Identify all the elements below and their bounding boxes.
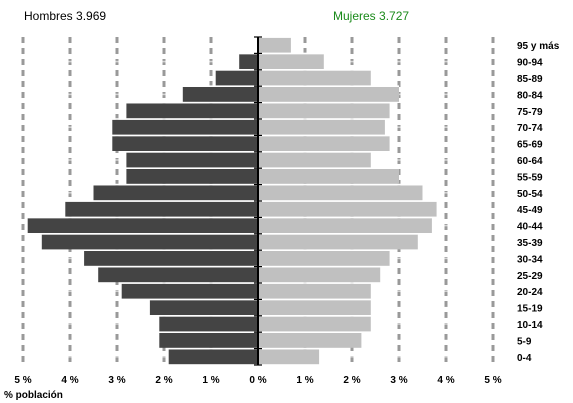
bar-women-55-59	[258, 169, 399, 184]
age-label-80-84: 80-84	[517, 90, 543, 101]
age-label-90-94: 90-94	[517, 58, 543, 69]
bar-men-40-44	[27, 218, 259, 233]
bar-men-60-64	[126, 152, 259, 168]
tick-label-1: 4 %	[61, 375, 78, 386]
bar-men-50-54	[93, 185, 258, 201]
bar-women-30-34	[258, 251, 390, 266]
bar-men-75-79	[126, 103, 259, 119]
age-label-65-69: 65-69	[517, 140, 543, 151]
bar-women-80-84	[258, 87, 399, 102]
bar-women-45-49	[258, 201, 437, 217]
bar-men-90-94	[239, 54, 258, 69]
age-label-5-9: 5-9	[517, 336, 532, 347]
bar-women-10-14	[258, 316, 371, 332]
age-label-10-14: 10-14	[517, 320, 543, 331]
bar-men-65-69	[112, 136, 258, 151]
bar-women-0-4	[258, 349, 320, 365]
age-label-70-74: 70-74	[517, 123, 543, 134]
bar-women-75-79	[258, 103, 390, 119]
tick-label-2: 3 %	[108, 375, 125, 386]
bar-women-85-89	[258, 70, 371, 86]
tick-label-3: 2 %	[155, 375, 172, 386]
age-label-85-89: 85-89	[517, 74, 543, 85]
age-label-75-79: 75-79	[517, 107, 543, 118]
age-label-60-64: 60-64	[517, 156, 543, 167]
tick-label-9: 4 %	[437, 375, 454, 386]
men-total-title: Hombres 3.969	[24, 9, 107, 23]
tick-label-8: 3 %	[390, 375, 407, 386]
age-label-35-39: 35-39	[517, 238, 543, 249]
age-label-50-54: 50-54	[517, 189, 543, 200]
bar-women-15-19	[258, 300, 371, 315]
tick-label-7: 2 %	[343, 375, 360, 386]
bar-men-70-74	[112, 119, 258, 135]
age-label-25-29: 25-29	[517, 271, 543, 282]
bar-women-25-29	[258, 267, 381, 283]
bar-women-60-64	[258, 152, 371, 168]
tick-label-5: 0 %	[249, 375, 266, 386]
bar-women-90-94	[258, 54, 324, 69]
bar-men-30-34	[84, 251, 258, 266]
bar-women-20-24	[258, 283, 371, 299]
tick-label-10: 5 %	[484, 375, 501, 386]
women-total-title: Mujeres 3.727	[333, 9, 410, 23]
tick-label-0: 5 %	[14, 375, 31, 386]
bar-men-25-29	[98, 267, 258, 283]
x-axis-label: % población	[4, 390, 63, 401]
age-label-0-4: 0-4	[517, 353, 532, 364]
bar-men-55-59	[126, 169, 259, 184]
bar-women-65-69	[258, 136, 390, 151]
bar-men-20-24	[121, 283, 258, 299]
bar-women-35-39	[258, 234, 418, 250]
bar-women-70-74	[258, 119, 385, 135]
age-label-15-19: 15-19	[517, 304, 543, 315]
bar-women-50-54	[258, 185, 423, 201]
bar-men-10-14	[159, 316, 258, 332]
bar-men-80-84	[182, 87, 258, 102]
bar-men-35-39	[41, 234, 258, 250]
bars	[27, 36, 437, 365]
age-label-30-34: 30-34	[517, 254, 543, 265]
tick-label-6: 1 %	[296, 375, 313, 386]
labels: 0-4 5-9 10-14 15-19 20-24 25-29 30-34 35-39 40-4…	[4, 41, 560, 401]
age-label-40-44: 40-44	[517, 222, 543, 233]
bar-women-95 y más	[258, 37, 291, 53]
bar-men-5-9	[159, 333, 258, 348]
bar-men-15-19	[149, 300, 258, 315]
age-label-20-24: 20-24	[517, 287, 543, 298]
age-label-45-49: 45-49	[517, 205, 543, 216]
bar-men-85-89	[215, 70, 258, 86]
age-label-55-59: 55-59	[517, 172, 543, 183]
bar-women-5-9	[258, 333, 362, 348]
age-label-95 y más: 95 y más	[517, 41, 560, 52]
axes	[254, 36, 262, 366]
bar-men-0-4	[168, 349, 258, 365]
bar-men-45-49	[65, 201, 258, 217]
tick-label-4: 1 %	[202, 375, 219, 386]
bar-women-40-44	[258, 218, 432, 233]
